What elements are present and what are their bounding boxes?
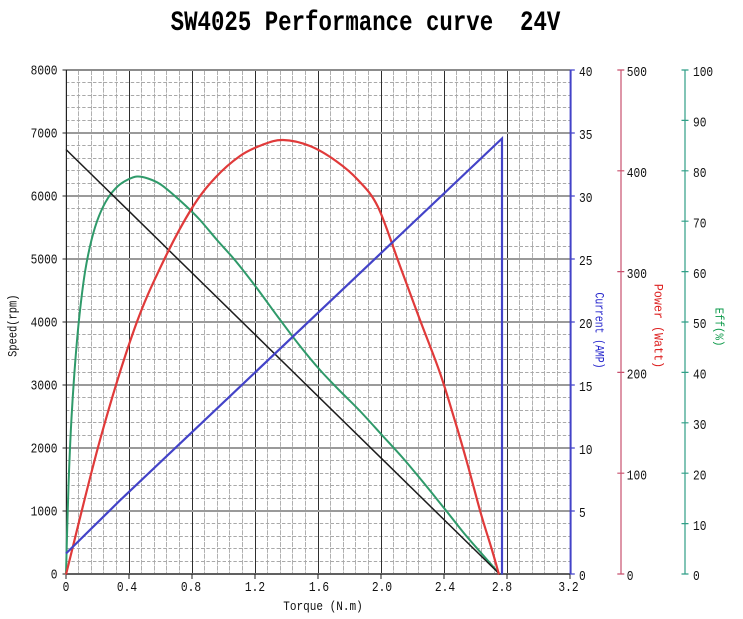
svg-text:500: 500 (627, 64, 647, 81)
svg-text:Power (Watt): Power (Watt) (650, 284, 665, 368)
svg-text:80: 80 (693, 165, 706, 182)
svg-text:200: 200 (627, 366, 647, 383)
svg-text:1000: 1000 (31, 504, 58, 521)
svg-text:25: 25 (579, 253, 592, 270)
svg-text:50: 50 (693, 316, 706, 333)
svg-text:2.4: 2.4 (435, 579, 455, 596)
svg-text:35: 35 (579, 127, 592, 144)
svg-text:10: 10 (693, 518, 706, 535)
svg-text:0: 0 (693, 568, 700, 585)
svg-text:2000: 2000 (31, 441, 58, 458)
svg-text:1.2: 1.2 (245, 579, 265, 596)
svg-text:0: 0 (627, 568, 634, 585)
svg-text:0: 0 (579, 568, 586, 585)
svg-text:400: 400 (627, 165, 647, 182)
svg-text:Current (AMP): Current (AMP) (591, 293, 604, 369)
svg-text:1.6: 1.6 (309, 579, 329, 596)
svg-text:Torque (N.m): Torque (N.m) (283, 599, 362, 614)
svg-text:40: 40 (693, 366, 706, 383)
svg-text:2.8: 2.8 (492, 579, 512, 596)
svg-text:0: 0 (51, 567, 58, 584)
svg-text:0.4: 0.4 (117, 579, 137, 596)
svg-text:5: 5 (579, 505, 586, 522)
svg-text:5000: 5000 (31, 252, 58, 269)
svg-text:3000: 3000 (31, 378, 58, 395)
svg-text:30: 30 (693, 417, 706, 434)
svg-text:0: 0 (63, 579, 70, 596)
svg-text:60: 60 (693, 266, 706, 283)
svg-text:Eff(%): Eff(%) (711, 308, 724, 347)
svg-text:10: 10 (579, 442, 592, 459)
svg-text:90: 90 (693, 114, 706, 131)
svg-text:300: 300 (627, 266, 647, 283)
svg-text:8000: 8000 (31, 63, 58, 80)
svg-text:15: 15 (579, 379, 592, 396)
svg-text:2.0: 2.0 (372, 579, 392, 596)
svg-text:7000: 7000 (31, 126, 58, 143)
svg-text:6000: 6000 (31, 189, 58, 206)
svg-text:100: 100 (627, 467, 647, 484)
svg-text:100: 100 (693, 64, 713, 81)
svg-text:70: 70 (693, 215, 706, 232)
svg-text:0.8: 0.8 (181, 579, 201, 596)
svg-text:40: 40 (579, 64, 592, 81)
svg-text:30: 30 (579, 190, 592, 207)
svg-text:SW4025 Performance curve 24V: SW4025 Performance curve 24V (171, 7, 561, 39)
svg-text:3.2: 3.2 (558, 579, 578, 596)
svg-text:20: 20 (579, 316, 592, 333)
svg-text:20: 20 (693, 467, 706, 484)
svg-text:Speed(rpm): Speed(rpm) (5, 295, 20, 357)
svg-text:4000: 4000 (31, 315, 58, 332)
